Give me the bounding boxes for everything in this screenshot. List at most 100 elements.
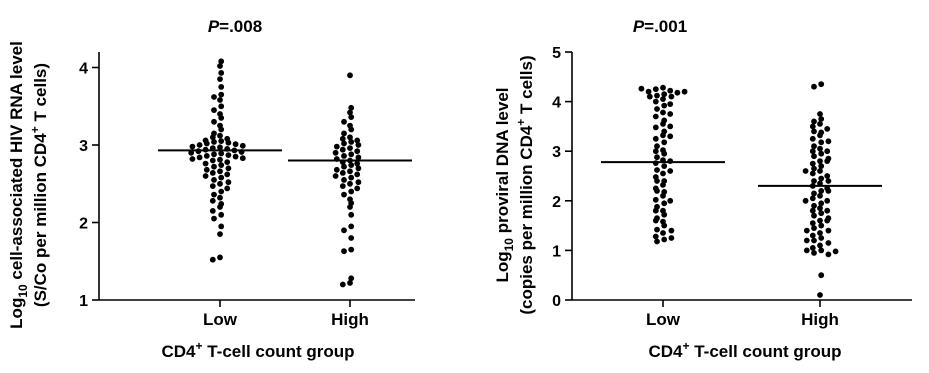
data-point: [803, 227, 810, 234]
data-point: [217, 76, 223, 82]
data-point: [218, 162, 225, 169]
data-point: [224, 171, 231, 178]
data-point: [209, 157, 216, 164]
data-point: [811, 190, 817, 197]
data-point: [211, 163, 217, 170]
data-point: [818, 247, 825, 254]
data-point: [824, 197, 831, 204]
data-point: [211, 151, 217, 158]
data-point: [661, 200, 668, 207]
x-category-label: Low: [646, 310, 681, 329]
data-point: [654, 106, 660, 112]
data-point: [202, 173, 209, 179]
data-point: [209, 256, 216, 263]
data-point: [348, 235, 355, 241]
data-point: [218, 91, 225, 98]
p-value-label: P=.001: [633, 17, 687, 36]
data-point: [654, 167, 660, 173]
data-point: [225, 152, 232, 159]
data-point: [348, 246, 355, 253]
y-axis-title: Log10 proviral DNA level (copies per mil…: [493, 55, 536, 314]
x-category-label: High: [801, 310, 839, 329]
data-point: [661, 102, 668, 109]
data-point: [348, 162, 355, 169]
data-point: [824, 125, 831, 132]
data-point: [811, 237, 817, 244]
data-point: [348, 104, 355, 111]
data-point: [661, 139, 668, 146]
data-point: [211, 177, 217, 183]
data-point: [802, 168, 809, 174]
data-point: [825, 227, 832, 234]
data-point: [225, 165, 232, 172]
data-point: [218, 84, 225, 90]
data-point: [218, 174, 225, 181]
data-point: [809, 148, 816, 155]
data-point: [824, 158, 831, 165]
data-point: [341, 227, 347, 234]
data-point: [818, 81, 825, 88]
data-point: [825, 240, 832, 246]
data-point: [189, 156, 196, 162]
data-point: [348, 188, 355, 195]
data-point: [209, 197, 216, 204]
data-point: [825, 188, 832, 194]
data-point: [811, 202, 817, 209]
data-point: [224, 185, 231, 192]
data-point: [239, 155, 246, 162]
y-axis-title: Log10 cell-associated HIV RNA level (S/C…: [7, 41, 50, 329]
data-point: [811, 143, 817, 150]
data-point: [339, 183, 346, 190]
data-point: [809, 123, 816, 130]
data-point: [341, 163, 347, 170]
svg-text:(S/Co per million CD4+ T cells: (S/Co per million CD4+ T cells): [28, 63, 50, 307]
y-tick-label: 2: [552, 194, 561, 211]
data-point: [660, 132, 666, 139]
data-point: [354, 148, 361, 155]
x-categories: Low High: [203, 300, 369, 329]
data-point: [218, 126, 225, 133]
x-axis-title: CD4+ T-cell count group: [648, 339, 841, 361]
data-point: [347, 204, 353, 210]
data-point: [817, 292, 823, 298]
data-point: [652, 98, 659, 105]
y-tick-label: 4: [79, 61, 88, 78]
data-point: [341, 118, 347, 125]
data-point: [347, 134, 353, 141]
y-tick-label: 4: [552, 95, 561, 112]
data-point: [817, 242, 823, 249]
data-point: [811, 83, 817, 90]
y-ticks: 1 2 3 4: [79, 61, 99, 310]
data-point: [347, 72, 353, 79]
data-point: [217, 132, 223, 139]
data-point: [817, 158, 823, 165]
data-point: [654, 188, 660, 194]
data-point: [811, 178, 817, 184]
data-point: [348, 126, 355, 133]
data-point: [654, 178, 660, 184]
y-tick-label: 1: [79, 293, 88, 310]
data-point: [811, 212, 817, 219]
data-point: [347, 168, 353, 175]
data-point: [218, 188, 225, 195]
data-point: [824, 207, 831, 214]
data-point: [660, 230, 666, 236]
data-point: [354, 185, 361, 192]
svg-text:Log10 proviral DNA level: Log10 proviral DNA level: [493, 87, 516, 282]
data-point: [809, 220, 816, 227]
data-point: [817, 145, 823, 152]
data-point: [824, 173, 831, 179]
data-point: [809, 245, 816, 251]
data-point: [189, 143, 196, 150]
data-point: [217, 204, 223, 210]
data-point: [667, 168, 674, 174]
data-point: [347, 145, 353, 152]
data-point: [661, 163, 668, 170]
data-point: [668, 235, 675, 241]
data-point: [202, 160, 209, 167]
data-point: [347, 180, 353, 187]
data-point: [818, 139, 825, 146]
data-point: [354, 137, 361, 144]
data-point: [645, 88, 652, 95]
data-point: [225, 139, 232, 146]
